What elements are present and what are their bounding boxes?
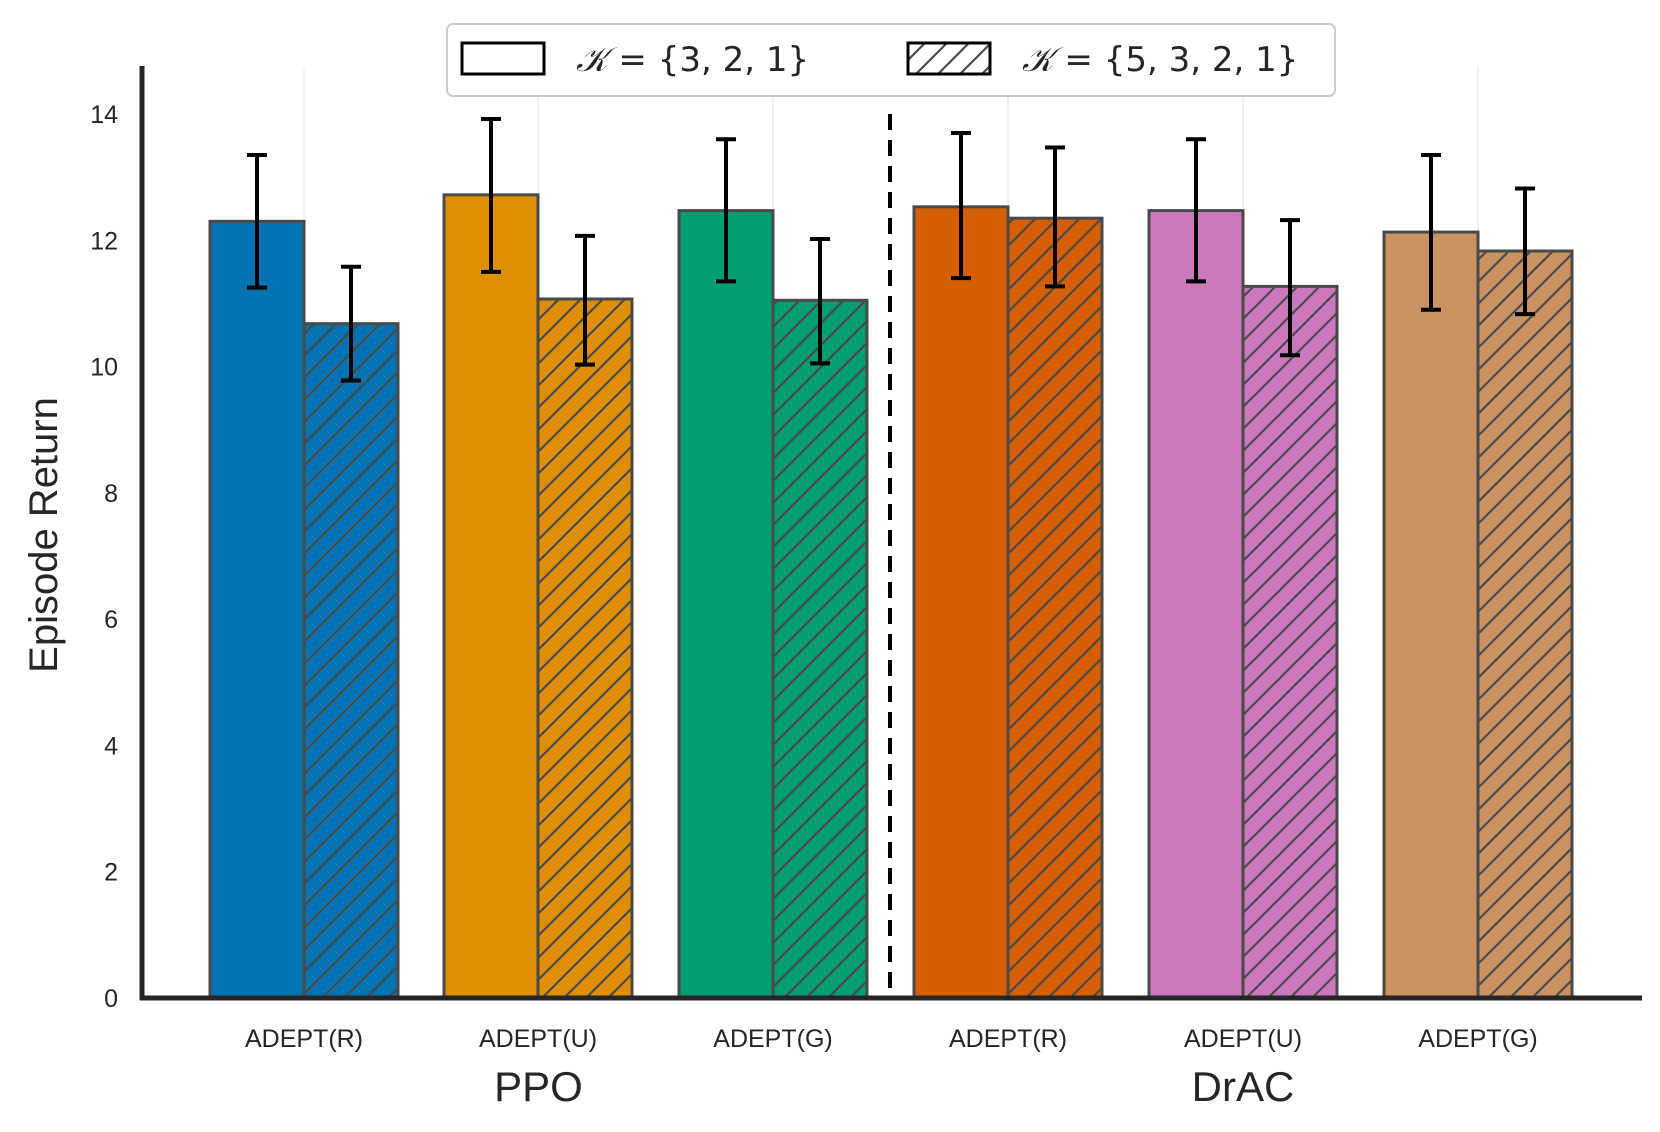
y-tick-label: 0: [104, 985, 118, 1013]
group-label-ppo: PPO: [494, 1063, 583, 1110]
legend: 𝒦 = {3, 2, 1} 𝒦 = {5, 3, 2, 1}: [446, 23, 1336, 97]
x-tick-label: ADEPT(G): [713, 1025, 832, 1053]
x-tick-label: ADEPT(U): [1184, 1025, 1302, 1053]
legend-plain-text: = {3, 2, 1}: [608, 40, 810, 80]
legend-frame: [446, 23, 1336, 97]
bar-hatch: [304, 323, 398, 998]
bar-hatch: [538, 299, 632, 999]
x-tick-label: ADEPT(G): [1418, 1025, 1537, 1053]
bar-k321: [1149, 210, 1243, 998]
legend-swatch-hatched: [906, 41, 992, 76]
bar-k321: [1384, 232, 1478, 998]
bar-hatch: [1008, 218, 1102, 998]
x-tick-label: ADEPT(R): [245, 1025, 363, 1053]
y-tick-label: 4: [104, 732, 118, 760]
group-label-drac: DrAC: [1192, 1063, 1295, 1110]
y-tick-label: 14: [90, 101, 118, 129]
group-labels: PPO DrAC: [494, 1063, 1294, 1110]
bar-k321: [679, 210, 773, 998]
y-tick-label: 8: [104, 480, 118, 508]
x-tick-labels: ADEPT(R) ADEPT(U) ADEPT(G) ADEPT(R) ADEPT(U)…: [245, 1025, 1538, 1053]
y-tick-label: 6: [104, 606, 118, 634]
error-bars: [247, 117, 1535, 383]
bar-k321: [444, 194, 538, 998]
bar-k321: [914, 206, 1008, 998]
legend-label-hatched: 𝒦 = {5, 3, 2, 1}: [1022, 40, 1298, 80]
y-tick-label: 10: [90, 354, 118, 382]
x-tick-label: ADEPT(R): [949, 1025, 1067, 1053]
bar-hatch: [1478, 251, 1572, 998]
legend-label-plain: 𝒦 = {3, 2, 1}: [576, 40, 809, 80]
y-tick-labels: 0 2 4 6 8 10 12 14: [90, 101, 118, 1013]
bar-hatch: [1243, 286, 1337, 998]
axes: [139, 66, 1642, 1001]
y-tick-label: 12: [90, 227, 118, 255]
legend-hatched-text: = {5, 3, 2, 1}: [1054, 40, 1299, 80]
bar-hatch: [773, 300, 867, 998]
legend-swatch-plain: [460, 41, 546, 76]
y-axis-title: Episode Return: [22, 397, 66, 673]
y-tick-label: 2: [104, 859, 118, 887]
bar-k321: [210, 221, 304, 999]
x-tick-label: ADEPT(U): [479, 1025, 597, 1053]
